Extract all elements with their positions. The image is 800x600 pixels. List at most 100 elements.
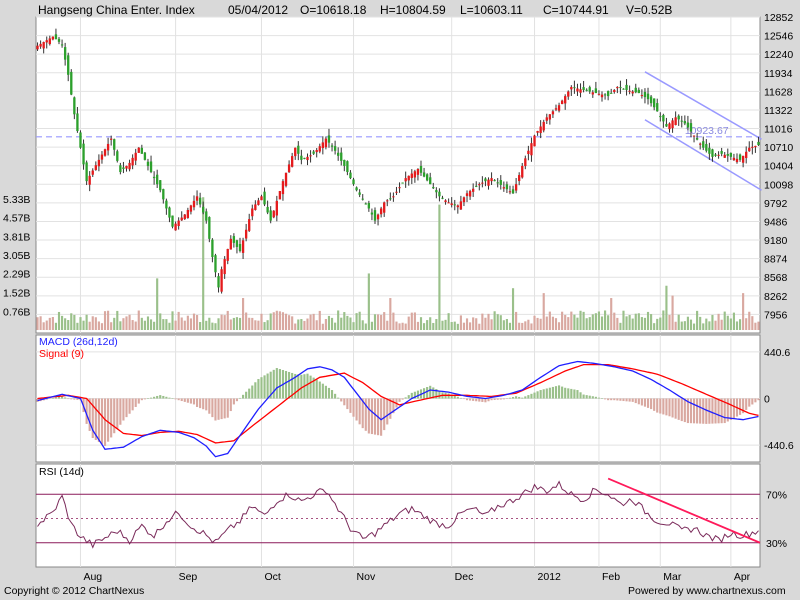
volume-bar [401,322,404,330]
macd-histogram-bar [548,387,551,399]
volume-bar [668,314,671,330]
candle-body [355,187,358,191]
macd-histogram-bar [416,390,420,399]
candle-body [156,174,159,185]
volume-bar [686,316,689,330]
candle-body [631,91,634,94]
macd-histogram-bar [238,397,242,399]
macd-histogram-bar [702,398,705,424]
channel-upper [644,71,762,140]
macd-histogram-bar [76,398,79,400]
macd-histogram-bar [226,398,229,418]
price-axis-label: 10098 [764,179,793,191]
volume-bar [67,320,70,330]
volume-bar [376,314,380,330]
macd-histogram-bar [453,395,456,399]
powered-by-link[interactable]: Powered by www.chartnexus.com [628,585,786,597]
candle-body [76,113,79,132]
macd-histogram-bar [487,398,490,402]
candle-body [441,197,444,199]
x-axis-label: Oct [264,571,280,583]
candle-body [717,154,720,156]
volume-bar [735,321,739,330]
volume-bar [269,313,272,330]
volume-bar [91,316,94,330]
macd-histogram-bar [272,369,275,399]
candle-body [330,145,334,147]
candle-body [159,180,162,191]
volume-bar [496,314,499,330]
macd-histogram-bar [134,398,137,407]
price-axis-label: 7956 [764,309,788,321]
volume-bar [653,323,656,330]
macd-histogram-bar [435,389,438,399]
macd-histogram-bar [496,398,499,400]
macd-histogram-bar [720,398,723,424]
volume-bar [202,197,205,330]
candle-body [554,108,558,110]
candle-body [640,95,644,97]
candle-body [361,198,364,200]
volume-bar [423,323,426,330]
macd-histogram-bar [622,398,625,402]
macd-histogram-bar [288,371,291,399]
volume-bar [131,320,134,330]
macd-histogram-bar [327,387,331,399]
candle-body [146,161,150,166]
macd-histogram-bar [579,392,582,399]
macd-histogram-bar [297,374,300,399]
volume-bar [748,311,751,330]
macd-histogram-bar [723,398,726,424]
volume-bar [438,204,441,330]
volume-bar [297,319,300,330]
macd-histogram-bar [48,398,51,399]
macd-histogram-bar [248,388,251,399]
macd-histogram-bar [54,397,58,399]
candle-body [560,100,564,105]
candle-body [619,87,622,89]
volume-bar [327,315,331,330]
macd-histogram-bar [254,382,257,399]
macd-histogram-bar [73,398,76,400]
macd-axis-label: 440.6 [764,347,790,359]
macd-histogram-bar [557,385,561,399]
macd-histogram-bar [245,391,248,399]
candle-body [79,132,82,148]
quote-volume: V=0.52B [626,3,673,17]
macd-histogram-bar [481,398,484,402]
volume-bar [226,310,229,330]
volume-bar [419,317,423,330]
candle-body [232,236,236,243]
candle-body [622,88,625,90]
volume-bar [465,318,469,330]
candle-body [551,111,555,115]
macd-histogram-bar [659,398,662,414]
macd-histogram-bar [551,386,554,399]
macd-histogram-bar [404,397,407,399]
macd-histogram-bar [103,398,107,446]
candle-body [103,149,107,156]
volume-bar [493,311,496,330]
volume-bar [272,312,275,330]
macd-histogram-bar [352,398,355,417]
volume-bar [303,320,306,330]
candle-body [468,191,472,197]
volume-bar [174,320,177,330]
volume-bar [527,319,530,330]
candle-body [91,170,94,175]
macd-histogram-bar [337,397,340,399]
volume-bar [607,315,610,330]
candle-body [205,211,208,221]
candle-body [57,38,61,42]
volume-bar [79,317,82,330]
macd-histogram-bar [195,398,199,407]
volume-bar [346,315,349,330]
volume-bar [300,319,303,330]
price-axis-label: 11628 [764,86,793,98]
candle-body [386,200,389,202]
volume-bar [110,322,113,330]
candle-body [757,141,760,145]
candle-body [379,208,383,215]
